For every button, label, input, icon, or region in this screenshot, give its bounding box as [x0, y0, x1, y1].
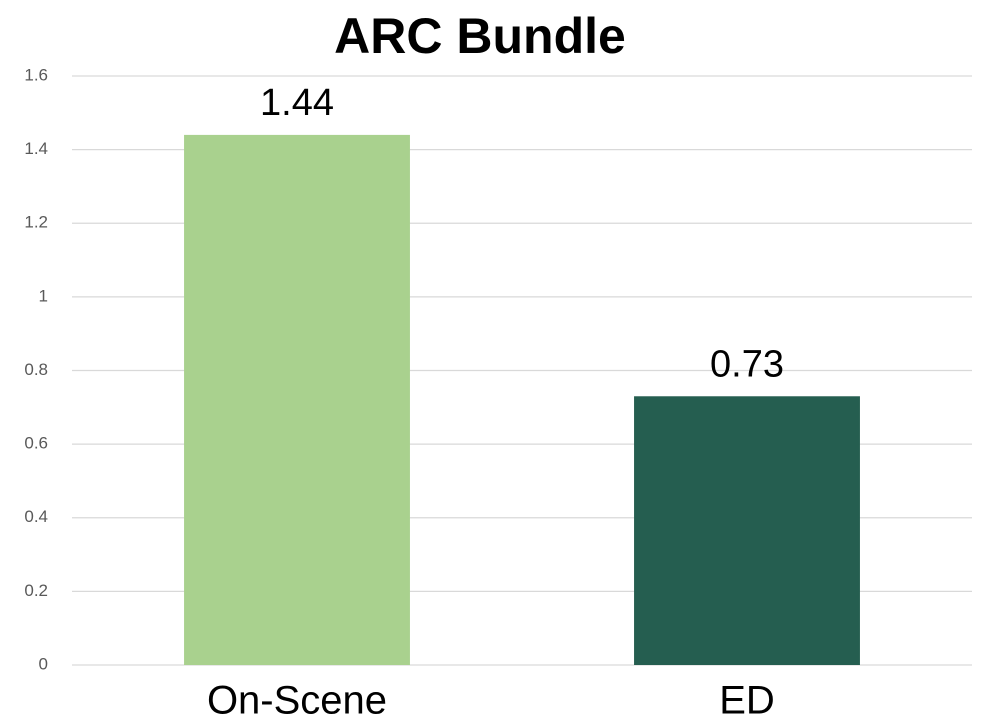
x-tick-label: ED: [719, 679, 775, 723]
y-tick-label: 1.4: [24, 139, 48, 158]
y-tick-label: 1.2: [24, 213, 48, 232]
chart-title: ARC Bundle: [334, 8, 626, 64]
y-tick-label: 1: [39, 286, 48, 305]
y-tick-label: 0: [39, 654, 48, 673]
x-tick-label: On-Scene: [207, 679, 387, 723]
y-tick-label: 0.4: [24, 507, 48, 526]
y-tick-label: 0.6: [24, 434, 48, 453]
y-tick-label: 0.8: [24, 360, 48, 379]
y-tick-label: 1.6: [24, 65, 48, 84]
value-label: 0.73: [710, 343, 784, 385]
bar: [634, 396, 860, 665]
y-tick-label: 0.2: [24, 581, 48, 600]
value-label: 1.44: [260, 82, 334, 124]
bar: [184, 134, 410, 665]
